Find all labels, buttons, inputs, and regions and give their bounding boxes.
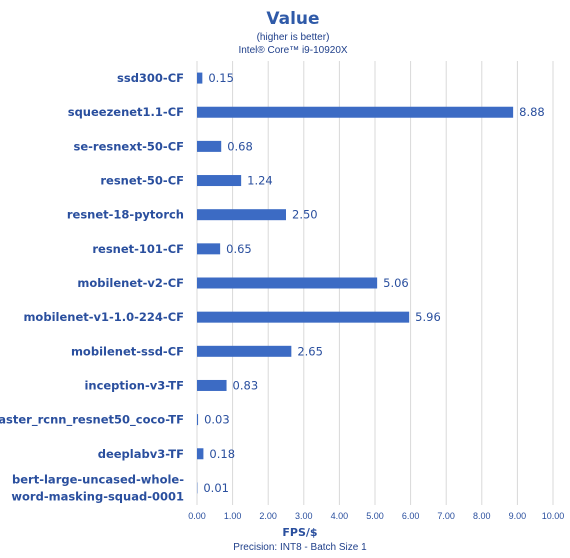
bar xyxy=(197,72,203,84)
x-tick-label: 2.00 xyxy=(259,511,277,521)
value-label: 8.88 xyxy=(519,105,545,119)
chart-title: Value xyxy=(266,9,319,29)
category-label: mobilenet-ssd-CF xyxy=(71,344,184,358)
category-label: bert-large-uncased-whole- xyxy=(12,472,184,486)
bar xyxy=(197,140,222,152)
category-label: resnet-50-CF xyxy=(100,174,184,188)
bar xyxy=(197,448,204,460)
x-tick-label: 1.00 xyxy=(224,511,242,521)
x-tick-label: 5.00 xyxy=(366,511,384,521)
category-label: se-resnext-50-CF xyxy=(74,139,184,153)
x-axis-ticks: 0.00 1.00 2.00 3.00 4.00 5.00 6.00 7.00 8.00 9.00… xyxy=(188,511,564,521)
x-tick-label: 7.00 xyxy=(437,511,455,521)
x-axis-label: FPS/$ xyxy=(282,526,317,539)
value-label: 2.65 xyxy=(297,344,323,358)
bar xyxy=(197,414,199,426)
x-tick-label: 3.00 xyxy=(295,511,313,521)
bar xyxy=(197,277,378,289)
x-tick-label: 9.00 xyxy=(509,511,527,521)
bar xyxy=(197,379,227,391)
value-label: 0.03 xyxy=(204,413,230,427)
category-label: deeplabv3-TF xyxy=(98,447,184,461)
category-label: inception-v3-TF xyxy=(84,378,184,392)
x-tick-label: 0.00 xyxy=(188,511,206,521)
chart-subtitle-line-2: Intel® Core™ i9-10920X xyxy=(238,45,347,56)
bar xyxy=(197,311,410,323)
bar xyxy=(197,345,292,357)
category-label: faster_rcnn_resnet50_coco-TF xyxy=(0,413,184,428)
bar xyxy=(197,209,286,221)
value-label: 0.83 xyxy=(233,378,259,392)
category-label: mobilenet-v1-1.0-224-CF xyxy=(23,310,184,324)
chart-subtitle-line-1: (higher is better) xyxy=(257,32,330,43)
category-labels: ssd300-CF squeezenet1.1-CF se-resnext-50-C… xyxy=(0,71,184,503)
value-label: 0.18 xyxy=(209,447,235,461)
value-label: 0.01 xyxy=(203,481,229,495)
category-label: mobilenet-v2-CF xyxy=(77,276,184,290)
x-tick-label: 10.00 xyxy=(542,511,565,521)
category-label: resnet-101-CF xyxy=(92,242,184,256)
value-label: 5.06 xyxy=(383,276,409,290)
x-tick-label: 6.00 xyxy=(402,511,420,521)
category-label: word-masking-squad-0001 xyxy=(11,489,184,503)
bars xyxy=(197,72,514,494)
value-label: 1.24 xyxy=(247,174,273,188)
bar xyxy=(197,243,221,255)
bar xyxy=(197,175,242,187)
value-label: 5.96 xyxy=(415,310,441,324)
chart-footer: Precision: INT8 - Batch Size 1 xyxy=(233,542,367,553)
value-label: 0.65 xyxy=(226,242,252,256)
value-label: 2.50 xyxy=(292,208,318,222)
value-labels: 0.15 8.88 0.68 1.24 2.50 0.65 5.06 5.96 2.65 0.83… xyxy=(203,71,544,495)
value-label: 0.15 xyxy=(208,71,234,85)
value-label: 0.68 xyxy=(227,139,253,153)
category-label: squeezenet1.1-CF xyxy=(68,105,184,119)
x-tick-label: 8.00 xyxy=(473,511,491,521)
category-label: ssd300-CF xyxy=(117,71,184,85)
category-label: resnet-18-pytorch xyxy=(67,208,184,222)
x-tick-label: 4.00 xyxy=(331,511,349,521)
bar xyxy=(197,106,514,118)
